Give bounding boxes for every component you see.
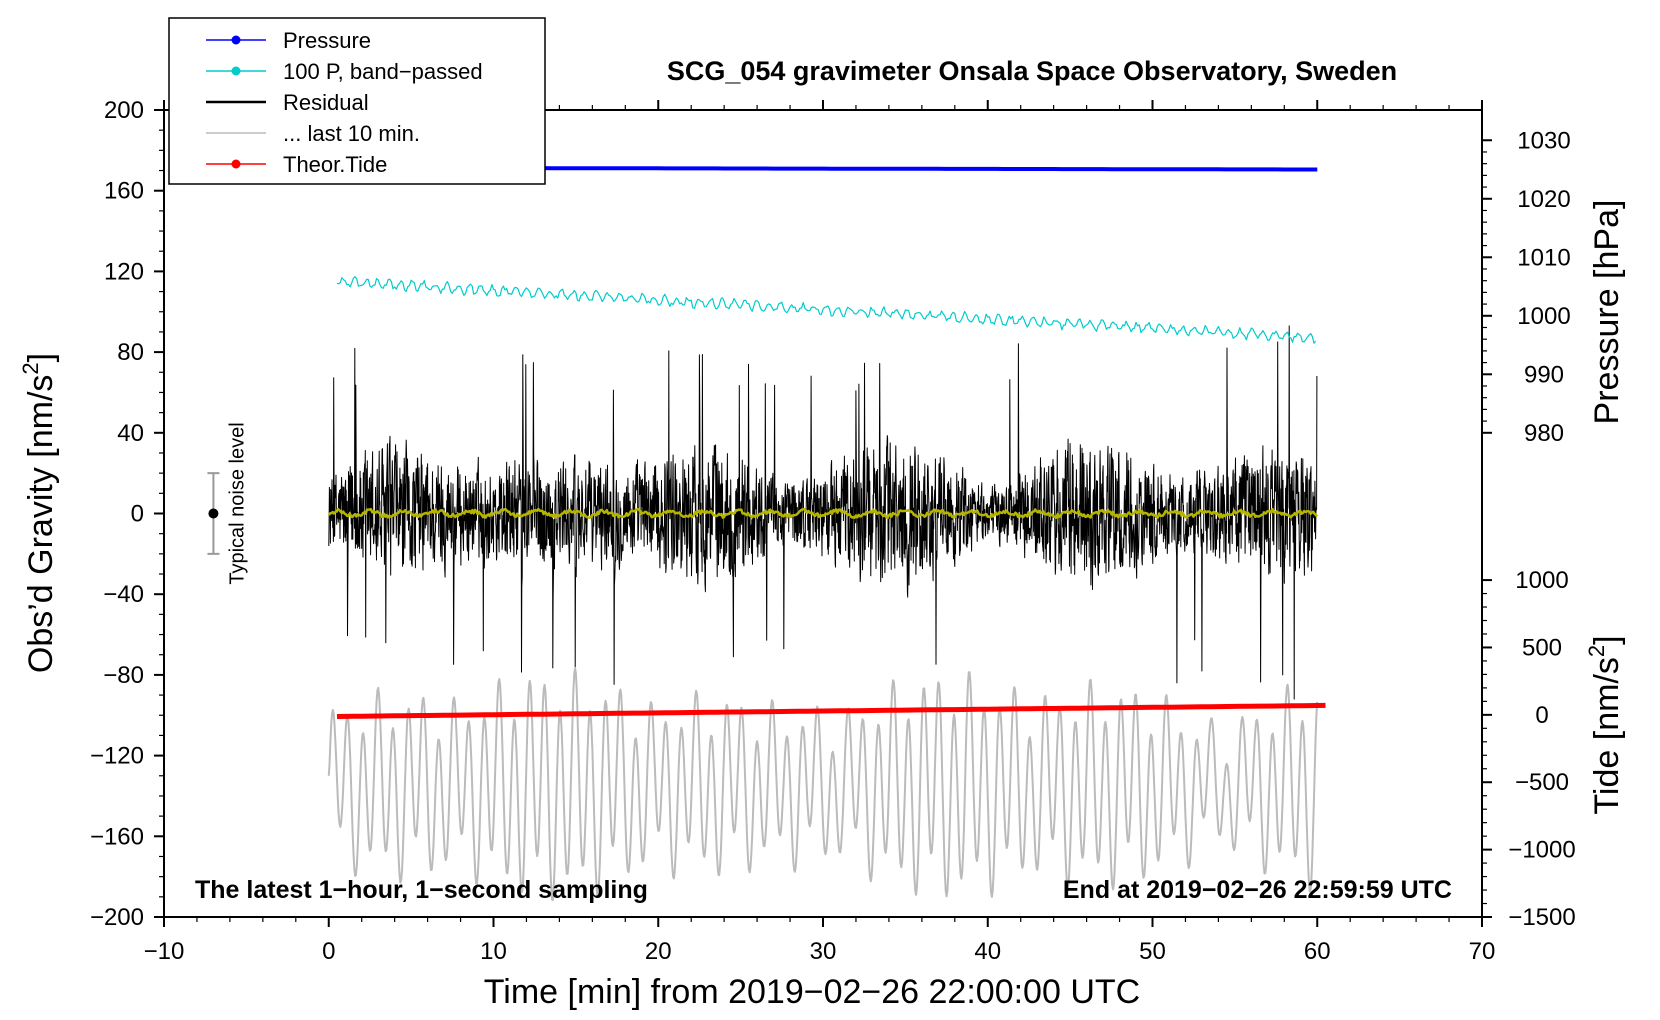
legend-entry: ... last 10 min. bbox=[206, 121, 420, 146]
sampling-note: The latest 1−hour, 1−second sampling bbox=[195, 876, 648, 904]
x-tick-label: −10 bbox=[144, 938, 185, 965]
legend-label: Pressure bbox=[283, 28, 371, 53]
y-axis-title: Obs’d Gravity [nm/s2] bbox=[18, 353, 60, 673]
chart-title: SCG_054 gravimeter Onsala Space Observat… bbox=[667, 56, 1397, 86]
last-10-min-series bbox=[327, 667, 1319, 902]
x-tick-label: 50 bbox=[1139, 938, 1166, 965]
tide-axis-title-text: Tide [nm/s bbox=[1588, 657, 1626, 814]
tide-tick-label: −1500 bbox=[1508, 904, 1575, 931]
legend: Pressure 100 P, band−passed Residual ... la… bbox=[168, 17, 546, 185]
x-axis: −10 0 10 20 30 40 50 60 70 bbox=[144, 100, 1496, 965]
y-tick-label: −40 bbox=[103, 581, 144, 608]
y-tick-label: 0 bbox=[131, 501, 144, 528]
bandpassed-pressure-series bbox=[336, 276, 1317, 344]
pressure-tick-label: 990 bbox=[1524, 361, 1564, 388]
y-tick-label: 120 bbox=[104, 258, 144, 285]
legend-label: 100 P, band−passed bbox=[283, 59, 483, 84]
tide-tick-label: 1000 bbox=[1515, 567, 1568, 594]
y-tick-label: 40 bbox=[117, 420, 144, 447]
tide-tick-label: −1000 bbox=[1508, 837, 1575, 864]
x-tick-label: 70 bbox=[1469, 938, 1496, 965]
pressure-tick-label: 1010 bbox=[1517, 244, 1570, 271]
series-layer bbox=[327, 165, 1326, 902]
y-tick-label: 200 bbox=[104, 97, 144, 124]
legend-entry: Pressure bbox=[206, 28, 371, 53]
legend-label: Residual bbox=[283, 90, 369, 115]
y-axis-gravity: 200 160 120 80 40 0 −40 −80 −120 −160 −200 bbox=[90, 97, 164, 931]
noise-indicator: Typical noise level bbox=[207, 422, 248, 585]
y-axis-title-sup: 2 bbox=[18, 362, 43, 374]
pressure-tick-label: 1030 bbox=[1517, 127, 1570, 154]
pressure-tick-label: 980 bbox=[1524, 420, 1564, 447]
legend-marker bbox=[231, 159, 241, 169]
x-tick-label: 30 bbox=[810, 938, 837, 965]
residual-series bbox=[328, 325, 1318, 700]
tide-tick-label: 0 bbox=[1535, 702, 1548, 729]
legend-label: ... last 10 min. bbox=[283, 121, 420, 146]
x-tick-label: 60 bbox=[1304, 938, 1331, 965]
theoretical-tide-series bbox=[336, 702, 1326, 719]
pressure-tick-label: 1000 bbox=[1517, 303, 1570, 330]
legend-marker bbox=[231, 35, 241, 45]
y-tick-label: −200 bbox=[90, 904, 144, 931]
y-tick-label: 80 bbox=[117, 339, 144, 366]
y-tick-label: 160 bbox=[104, 178, 144, 205]
x-tick-label: 40 bbox=[974, 938, 1001, 965]
y-axis-title-text: Obs’d Gravity [nm/s bbox=[22, 375, 60, 674]
pressure-axis-title: Pressure [hPa] bbox=[1588, 200, 1626, 425]
y-axis-title-close: ] bbox=[22, 353, 60, 362]
noise-center-point bbox=[208, 508, 219, 519]
y-tick-label: −160 bbox=[90, 823, 144, 850]
y-axis-pressure: 1030 1020 1010 1000 990 980 bbox=[1482, 127, 1571, 447]
y-tick-label: −80 bbox=[103, 662, 144, 689]
tide-tick-label: 500 bbox=[1522, 634, 1562, 661]
x-tick-label: 20 bbox=[645, 938, 672, 965]
tide-tick-label: −500 bbox=[1515, 769, 1569, 796]
legend-entry: Theor.Tide bbox=[206, 152, 387, 177]
y-tick-label: −120 bbox=[90, 743, 144, 770]
smoothed-residual-series bbox=[327, 507, 1319, 520]
x-axis-title: Time [min] from 2019−02−26 22:00:00 UTC bbox=[484, 973, 1140, 1011]
x-tick-label: 10 bbox=[480, 938, 507, 965]
tide-axis-title: Tide [nm/s2] bbox=[1584, 635, 1626, 814]
legend-marker bbox=[231, 66, 241, 76]
legend-label: Theor.Tide bbox=[283, 152, 387, 177]
legend-entry: 100 P, band−passed bbox=[206, 59, 483, 84]
legend-entry: Residual bbox=[206, 90, 369, 115]
x-tick-label: 0 bbox=[322, 938, 335, 965]
end-time-note: End at 2019−02−26 22:59:59 UTC bbox=[1063, 876, 1452, 904]
tide-axis-title-sup: 2 bbox=[1584, 645, 1609, 657]
y-axis-tide: 1000 500 0 −500 −1000 −1500 bbox=[1482, 567, 1576, 931]
noise-label: Typical noise level bbox=[226, 422, 248, 584]
tide-axis-title-close: ] bbox=[1588, 635, 1626, 644]
pressure-tick-label: 1020 bbox=[1517, 186, 1570, 213]
